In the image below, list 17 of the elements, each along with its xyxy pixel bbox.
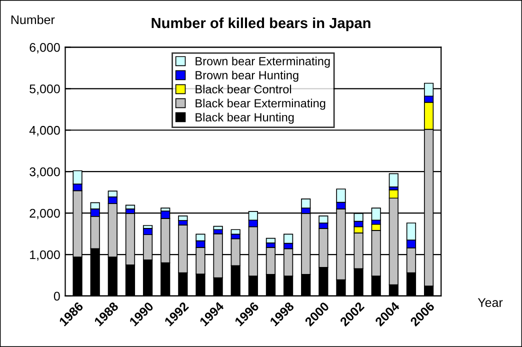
legend-label: Brown bear Exterminating <box>196 56 330 68</box>
chart-title: Number of killed bears in Japan <box>152 17 370 32</box>
y-tick-label: 0 <box>54 292 60 301</box>
legend-label: Black bear Control <box>196 84 292 94</box>
legend-label: Black bear Exterminating <box>196 98 326 110</box>
y-axis-title: Number <box>11 14 55 24</box>
x-axis-title: Year <box>478 298 503 307</box>
y-tick-label: 2,000 <box>30 208 60 220</box>
y-tick-label: 3,000 <box>30 167 60 178</box>
legend-label: Black bear Hunting <box>196 112 294 124</box>
y-tick-label: 5,000 <box>30 84 60 95</box>
y-tick-label: 1,000 <box>30 250 60 261</box>
bar <box>230 229 240 235</box>
y-tick-label: 6,000 <box>30 42 60 54</box>
bar <box>213 226 223 230</box>
y-tick-label: 4,000 <box>29 126 60 136</box>
legend-label: Brown bear Hunting <box>196 70 298 82</box>
